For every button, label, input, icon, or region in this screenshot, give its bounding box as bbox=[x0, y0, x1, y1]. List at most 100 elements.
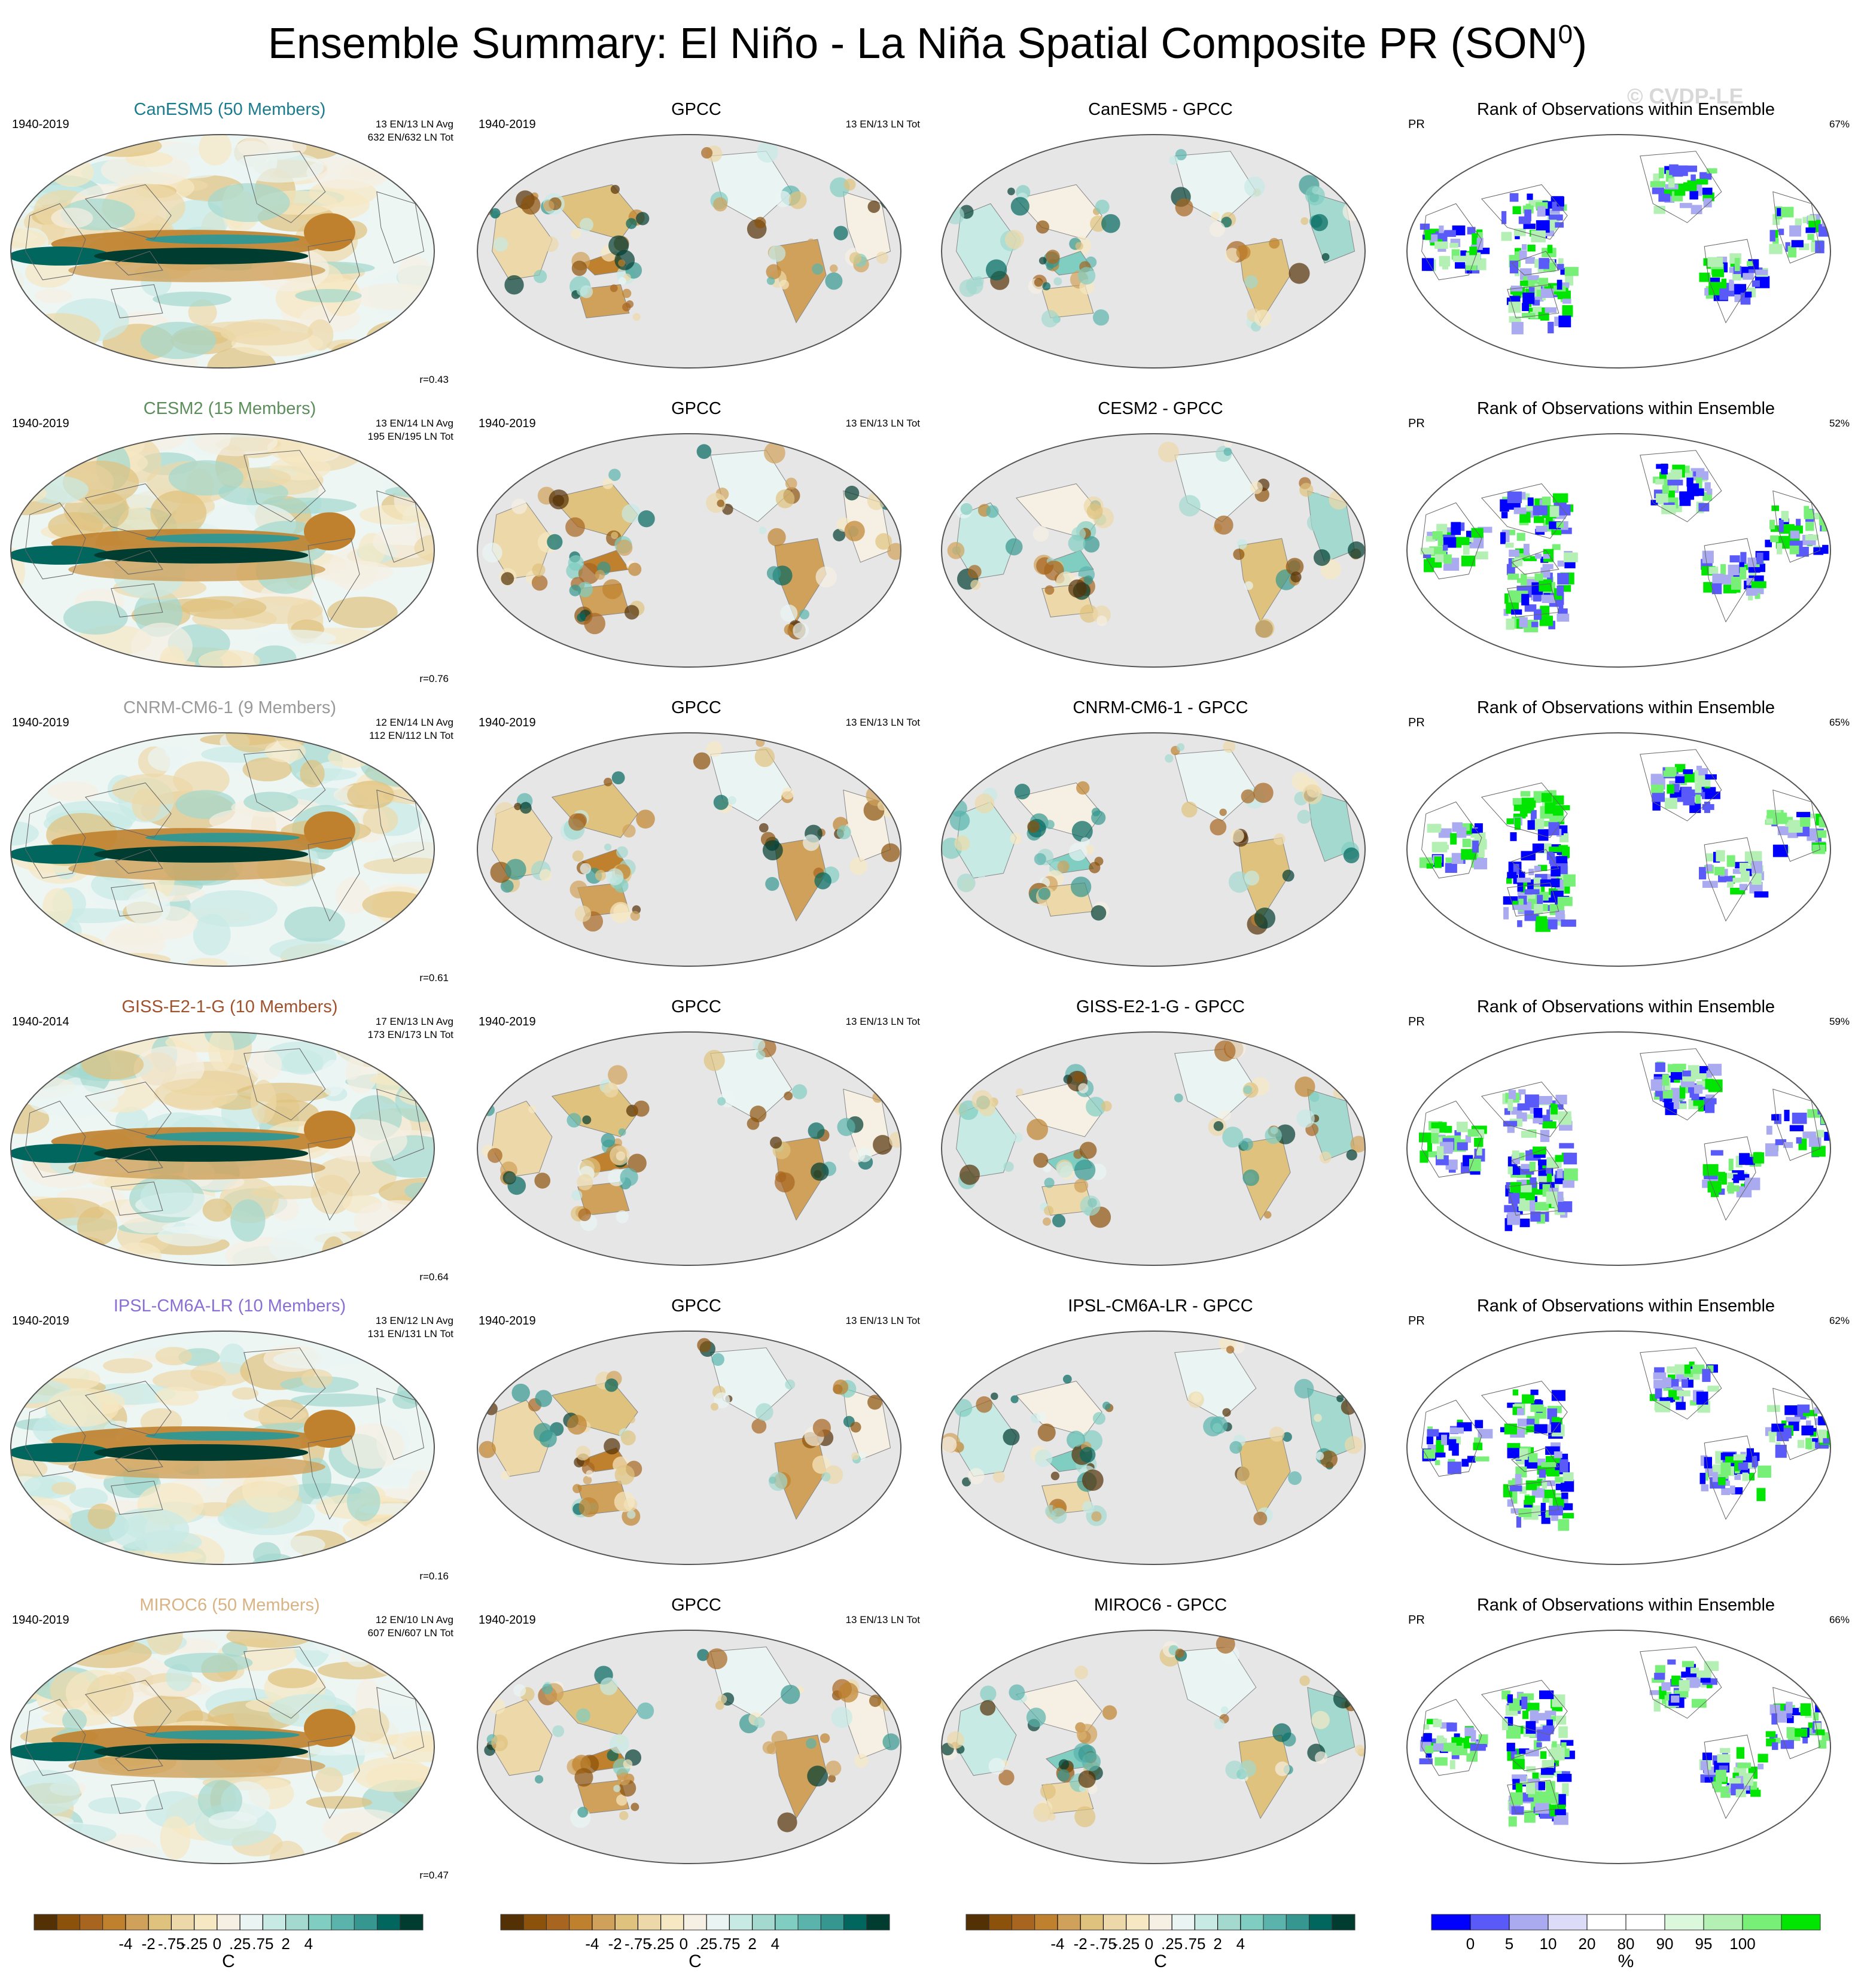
map-rank bbox=[1406, 732, 1831, 967]
colorbar-tick-label: 0 bbox=[213, 1935, 221, 1953]
colorbar-swatch bbox=[523, 1914, 547, 1931]
colorbar-swatch bbox=[1217, 1914, 1241, 1931]
event-counts-tot: 131 EN/131 LN Tot bbox=[367, 1328, 453, 1339]
event-counts: 17 EN/13 LN Avg 173 EN/173 LN Tot bbox=[368, 1015, 453, 1042]
rank-percent-label: 66% bbox=[1829, 1614, 1850, 1625]
map-model bbox=[10, 134, 435, 369]
event-counts-avg: 17 EN/13 LN Avg bbox=[375, 1016, 453, 1027]
colorbar-swatch bbox=[1126, 1914, 1150, 1931]
colorbar-swatch bbox=[988, 1914, 1012, 1931]
gpcc-period-label: 1940-2019 bbox=[479, 417, 536, 430]
panel-gpcc-5: GPCC 1940-2019 13 EN/13 LN Tot bbox=[475, 1295, 920, 1576]
colorbar-swatch bbox=[683, 1914, 707, 1931]
pattern-correlation: r=0.16 bbox=[419, 1570, 449, 1582]
rank-variable-label: PR bbox=[1408, 1314, 1425, 1328]
rank-panel-title: Rank of Observations within Ensemble bbox=[1476, 399, 1775, 418]
map-model bbox=[10, 732, 435, 967]
gpcc-event-counts: 13 EN/13 LN Tot bbox=[845, 1315, 920, 1326]
difference-panel-title: CESM2 - GPCC bbox=[1098, 399, 1223, 418]
pattern-correlation: r=0.61 bbox=[419, 972, 449, 984]
colorbar-swatch bbox=[660, 1914, 684, 1931]
pattern-correlation: r=0.76 bbox=[419, 673, 449, 684]
panel-model-2: CESM2 (15 Members) 1940-2019 13 EN/14 LN A… bbox=[8, 398, 453, 684]
colorbar-tick-label: -.25 bbox=[1113, 1935, 1140, 1953]
period-label: 1940-2019 bbox=[12, 716, 69, 729]
panel-diff-2: CESM2 - GPCC bbox=[939, 398, 1382, 679]
map-model bbox=[10, 1331, 435, 1565]
difference-panel-title: GISS-E2-1-G - GPCC bbox=[1076, 997, 1245, 1016]
colorbar-tick-label: .25 bbox=[229, 1935, 251, 1953]
gpcc-panel-title: GPCC bbox=[671, 997, 721, 1016]
pattern-correlation: r=0.64 bbox=[419, 1271, 449, 1283]
gpcc-event-counts: 13 EN/13 LN Tot bbox=[845, 717, 920, 728]
title-text: Ensemble Summary: El Niño - La Niña Spat… bbox=[267, 20, 1558, 68]
colorbar-swatch bbox=[1263, 1914, 1287, 1931]
colorbar-swatch bbox=[1080, 1914, 1104, 1931]
rank-panel-title: Rank of Observations within Ensemble bbox=[1476, 1596, 1775, 1615]
colorbar-tick-label: 2 bbox=[1213, 1935, 1222, 1953]
panel-rank-2: Rank of Observations within Ensemble PR 52… bbox=[1405, 398, 1850, 679]
colorbar-swatch bbox=[148, 1914, 172, 1931]
rank-percent-label: 65% bbox=[1829, 717, 1850, 728]
colorbar-tick-label: 4 bbox=[771, 1935, 779, 1953]
event-counts: 13 EN/12 LN Avg 131 EN/131 LN Tot bbox=[368, 1314, 453, 1341]
colorbar-tick-label: -.75 bbox=[625, 1935, 651, 1953]
colorbar-svg: -4 -2 -.75-.25 0 .25.75 2 4 bbox=[500, 1914, 890, 1953]
panel-model-5: IPSL-CM6A-LR (10 Members) 1940-2019 13 EN/… bbox=[8, 1295, 453, 1582]
colorbar-1: -4 -2 -.75 -.25 0 .25.75 2 4 bbox=[31, 1913, 426, 1955]
map-gpcc bbox=[477, 433, 901, 668]
event-counts-tot: 632 EN/632 LN Tot bbox=[367, 132, 453, 143]
colorbar-tick-label: -.25 bbox=[181, 1935, 208, 1953]
period-label: 1940-2019 bbox=[12, 1613, 69, 1627]
colorbar-swatch bbox=[1470, 1914, 1510, 1931]
colorbar-4: 0 5 10 20 80 90 95 100 bbox=[1428, 1913, 1823, 1955]
colorbar-tick-label: -.25 bbox=[647, 1935, 674, 1953]
colorbar-swatch bbox=[1742, 1914, 1782, 1931]
event-counts-avg: 12 EN/14 LN Avg bbox=[375, 717, 453, 728]
gpcc-event-counts: 13 EN/13 LN Tot bbox=[845, 118, 920, 130]
gpcc-event-counts: 13 EN/13 LN Tot bbox=[845, 418, 920, 429]
colorbar-tick-label: 90 bbox=[1656, 1935, 1674, 1953]
colorbar-swatch bbox=[797, 1914, 821, 1931]
event-counts: 12 EN/10 LN Avg 607 EN/607 LN Tot bbox=[368, 1613, 453, 1640]
map-diff bbox=[941, 433, 1366, 668]
panel-diff-6: MIROC6 - GPCC bbox=[939, 1594, 1382, 1876]
colorbar-swatch bbox=[546, 1914, 570, 1931]
map-diff bbox=[941, 1630, 1366, 1864]
colorbar-swatch bbox=[614, 1914, 638, 1931]
map-gpcc bbox=[477, 134, 901, 369]
colorbar-swatch bbox=[1149, 1914, 1172, 1931]
difference-panel-title: IPSL-CM6A-LR - GPCC bbox=[1068, 1296, 1253, 1316]
panel-rank-1: Rank of Observations within Ensemble PR 67… bbox=[1405, 99, 1850, 380]
colorbar-tick-label: -2 bbox=[142, 1935, 156, 1953]
map-gpcc bbox=[477, 1031, 901, 1266]
gpcc-period-label: 1940-2019 bbox=[479, 118, 536, 131]
colorbar-swatch bbox=[239, 1914, 263, 1931]
colorbar-swatch bbox=[262, 1914, 287, 1931]
colorbar-tick-label: 0 bbox=[1466, 1935, 1475, 1953]
colorbar-tick-label: 10 bbox=[1540, 1935, 1557, 1953]
colorbar-swatch bbox=[1286, 1914, 1310, 1931]
model-panel-title: CESM2 (15 Members) bbox=[143, 399, 316, 418]
page-title: Ensemble Summary: El Niño - La Niña Spat… bbox=[0, 17, 1855, 71]
rank-panel-title: Rank of Observations within Ensemble bbox=[1476, 100, 1775, 119]
model-panel-title: MIROC6 (50 Members) bbox=[139, 1596, 320, 1615]
colorbar-swatch bbox=[1309, 1914, 1333, 1931]
map-rank bbox=[1406, 433, 1831, 668]
map-rank bbox=[1406, 134, 1831, 369]
colorbar-swatch bbox=[592, 1914, 616, 1931]
panel-gpcc-1: GPCC 1940-2019 13 EN/13 LN Tot bbox=[475, 99, 920, 380]
gpcc-period-label: 1940-2019 bbox=[479, 1015, 536, 1028]
gpcc-panel-title: GPCC bbox=[671, 399, 721, 418]
colorbar-tick-label: -4 bbox=[118, 1935, 132, 1953]
colorbar-tick-label: 80 bbox=[1618, 1935, 1635, 1953]
pattern-correlation: r=0.47 bbox=[419, 1870, 449, 1881]
map-model bbox=[10, 433, 435, 668]
colorbar-swatch bbox=[1431, 1914, 1471, 1931]
colorbar-tick-label: .25 bbox=[696, 1935, 717, 1953]
panel-diff-1: CanESM5 - GPCC bbox=[939, 99, 1382, 380]
colorbar-swatch bbox=[1509, 1914, 1549, 1931]
panel-gpcc-2: GPCC 1940-2019 13 EN/13 LN Tot bbox=[475, 398, 920, 679]
map-diff bbox=[941, 1031, 1366, 1266]
colorbar-swatch bbox=[194, 1914, 218, 1931]
